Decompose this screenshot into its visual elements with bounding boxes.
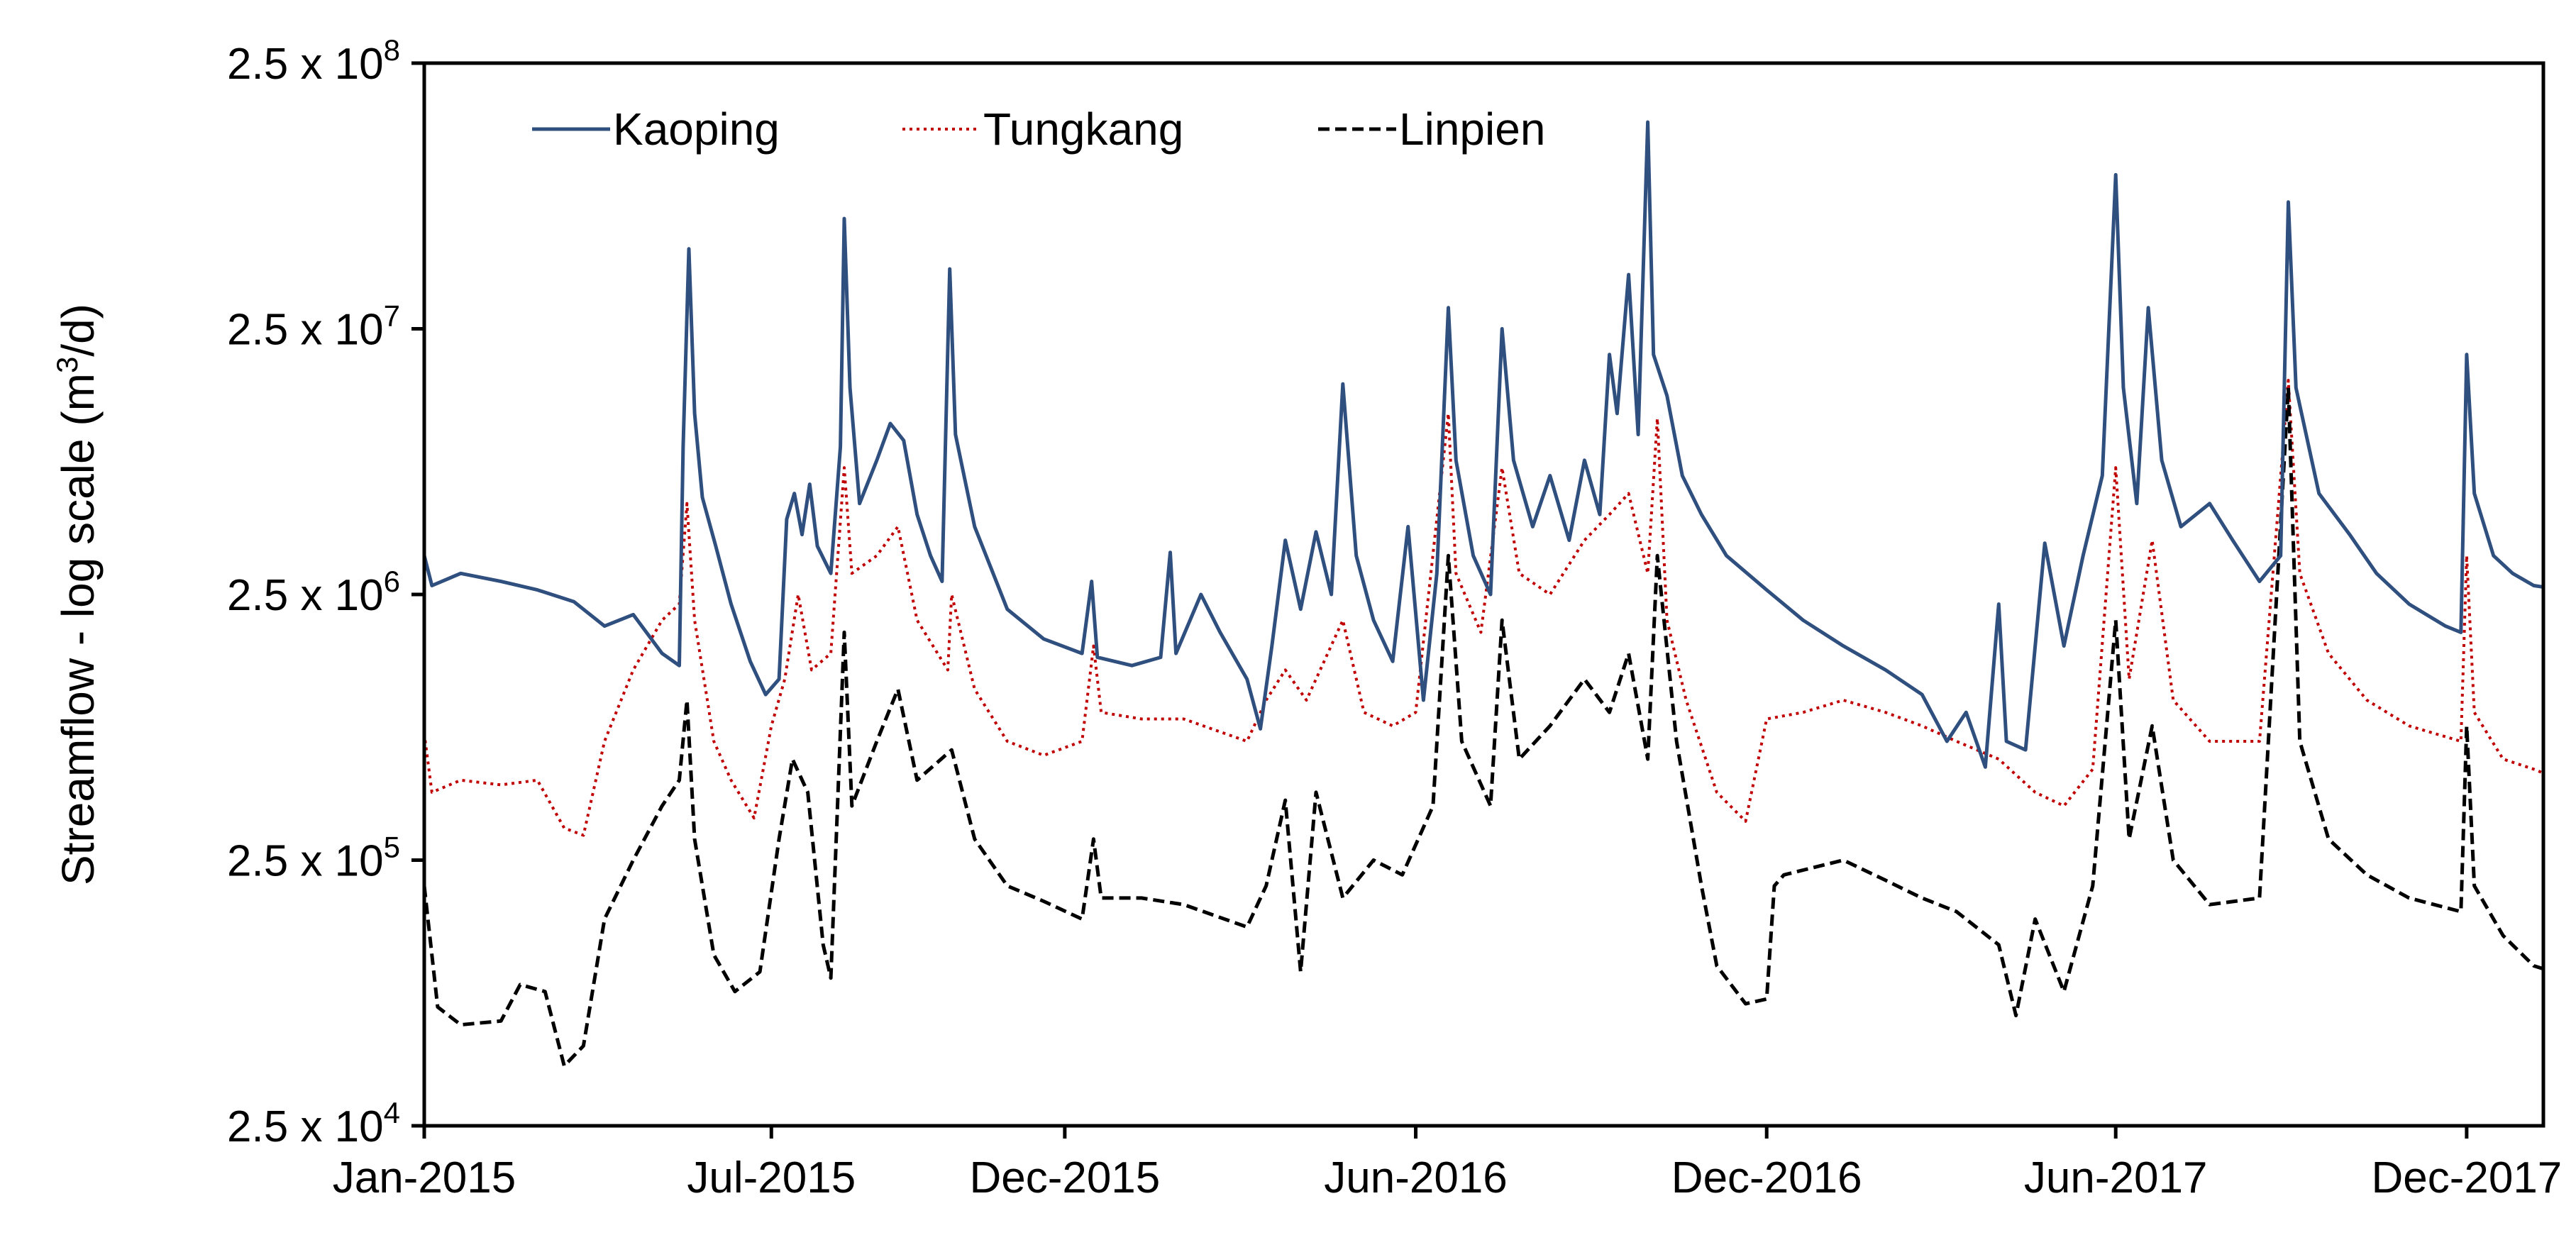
y-tick-label: 2.5 x 106 xyxy=(227,565,400,620)
y-tick-base: 2.5 x 10 xyxy=(227,1102,384,1151)
y-axis-unit-open: (m xyxy=(52,373,104,426)
y-axis-unit-close: /d) xyxy=(52,304,104,357)
x-tick-label: Dec-2015 xyxy=(969,1153,1160,1202)
series-layer xyxy=(424,120,2543,1068)
legend: Kaoping Tungkang Linpien xyxy=(532,104,1545,155)
series-line-kaoping xyxy=(424,120,2543,769)
y-tick-base: 2.5 x 10 xyxy=(227,306,384,355)
x-tick-label: Jun-2016 xyxy=(1324,1153,1508,1202)
y-tick-label: 2.5 x 108 xyxy=(227,33,400,89)
x-tick-label: Jun-2017 xyxy=(2024,1153,2208,1202)
y-tick-exponent: 8 xyxy=(384,33,400,67)
x-tick-label: Dec-2017 xyxy=(2371,1153,2562,1202)
y-tick-label: 2.5 x 104 xyxy=(227,1096,400,1151)
y-axis-title: Streamflow - log scale (m3/d) xyxy=(50,304,104,885)
legend-label-tungkang: Tungkang xyxy=(983,104,1183,155)
y-tick-exponent: 5 xyxy=(384,831,400,864)
y-tick-exponent: 4 xyxy=(384,1096,400,1129)
y-axis-unit-sup: 3 xyxy=(50,357,84,373)
series-line-tungkang xyxy=(424,379,2543,837)
y-tick-exponent: 7 xyxy=(384,299,400,333)
x-tick-label: Dec-2016 xyxy=(1671,1153,1862,1202)
y-tick-base: 2.5 x 10 xyxy=(227,571,384,620)
series-line-linpien xyxy=(424,386,2543,1068)
x-tick-label: Jul-2015 xyxy=(687,1153,856,1202)
x-axis: Jan-2015 Jul-2015 Dec-2015 Jun-2016 Dec-2016… xyxy=(333,1126,2562,1202)
y-axis-title-spacer xyxy=(52,426,104,439)
plot-frame xyxy=(422,61,2545,1128)
y-tick-label: 2.5 x 107 xyxy=(227,299,400,355)
y-tick-exponent: 6 xyxy=(384,565,400,598)
y-tick-label: 2.5 x 105 xyxy=(227,831,400,886)
y-tick-base: 2.5 x 10 xyxy=(227,837,384,886)
y-axis-title-text: Streamflow - log scale xyxy=(52,438,104,885)
legend-label-kaoping: Kaoping xyxy=(613,104,780,155)
x-tick-label: Jan-2015 xyxy=(333,1153,516,1202)
legend-label-linpien: Linpien xyxy=(1399,104,1545,155)
y-tick-base: 2.5 x 10 xyxy=(227,40,384,89)
